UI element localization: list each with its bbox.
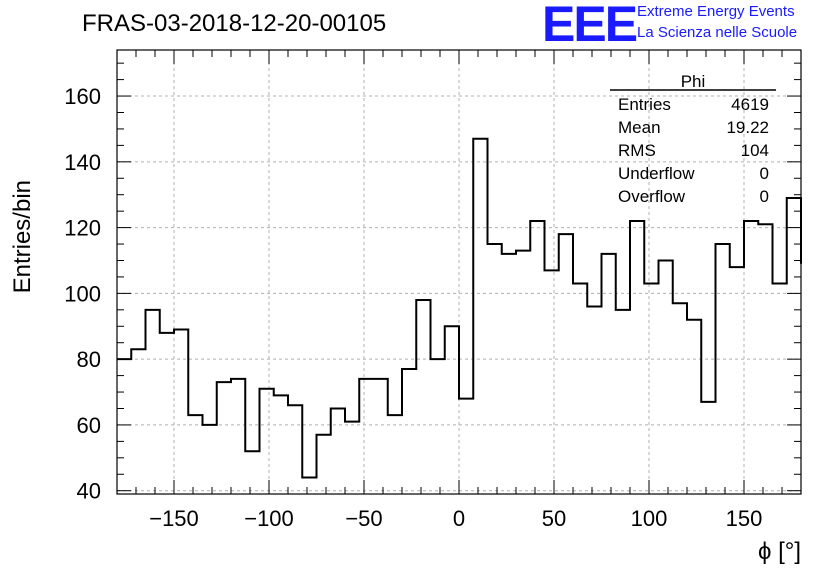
stats-label: Underflow [618,164,695,183]
x-tick-label: −100 [244,506,294,531]
y-tick-labels: 40 60 80 100 120 140 160 [64,84,101,504]
y-axis-label: Entries/bin [9,180,36,293]
stats-label: Mean [618,118,661,137]
org-name-line1: Extreme Energy Events [637,3,795,20]
x-tick-label: −50 [345,506,382,531]
y-tick-label: 140 [64,150,101,175]
x-tick-labels: −150 −100 −50 0 50 100 150 [149,506,762,531]
stats-label: Overflow [618,187,686,206]
y-tick-label: 120 [64,216,101,241]
stats-box-title: Phi [681,72,706,91]
stats-value: 19.22 [726,118,769,137]
stats-label: RMS [618,141,656,160]
x-tick-label: 0 [453,506,465,531]
y-tick-label: 160 [64,84,101,109]
x-tick-label: 50 [542,506,566,531]
y-tick-label: 60 [77,413,101,438]
stats-value: 104 [741,141,769,160]
stats-box: Phi Entries 4619 Mean 19.22 RMS 104 Underflow 0… [610,72,776,206]
y-tick-label: 100 [64,281,101,306]
eee-logo: EEE [542,0,638,52]
stats-label: Entries [618,95,671,114]
y-tick-label: 40 [77,479,101,504]
stats-value: 4619 [731,95,769,114]
histogram-step-line [117,137,802,479]
x-axis-label: ϕ [°] [758,538,801,565]
x-tick-label: −150 [149,506,199,531]
org-name-line2: La Scienza nelle Scuole [637,24,798,41]
stats-value: 0 [760,164,769,183]
tick-marks [117,50,802,494]
y-tick-label: 80 [77,347,101,372]
chart-title: FRAS-03-2018-12-20-00105 [82,10,387,37]
x-tick-label: 150 [726,506,763,531]
grid-lines [117,50,801,494]
x-tick-label: 100 [631,506,668,531]
stats-value: 0 [760,187,769,206]
